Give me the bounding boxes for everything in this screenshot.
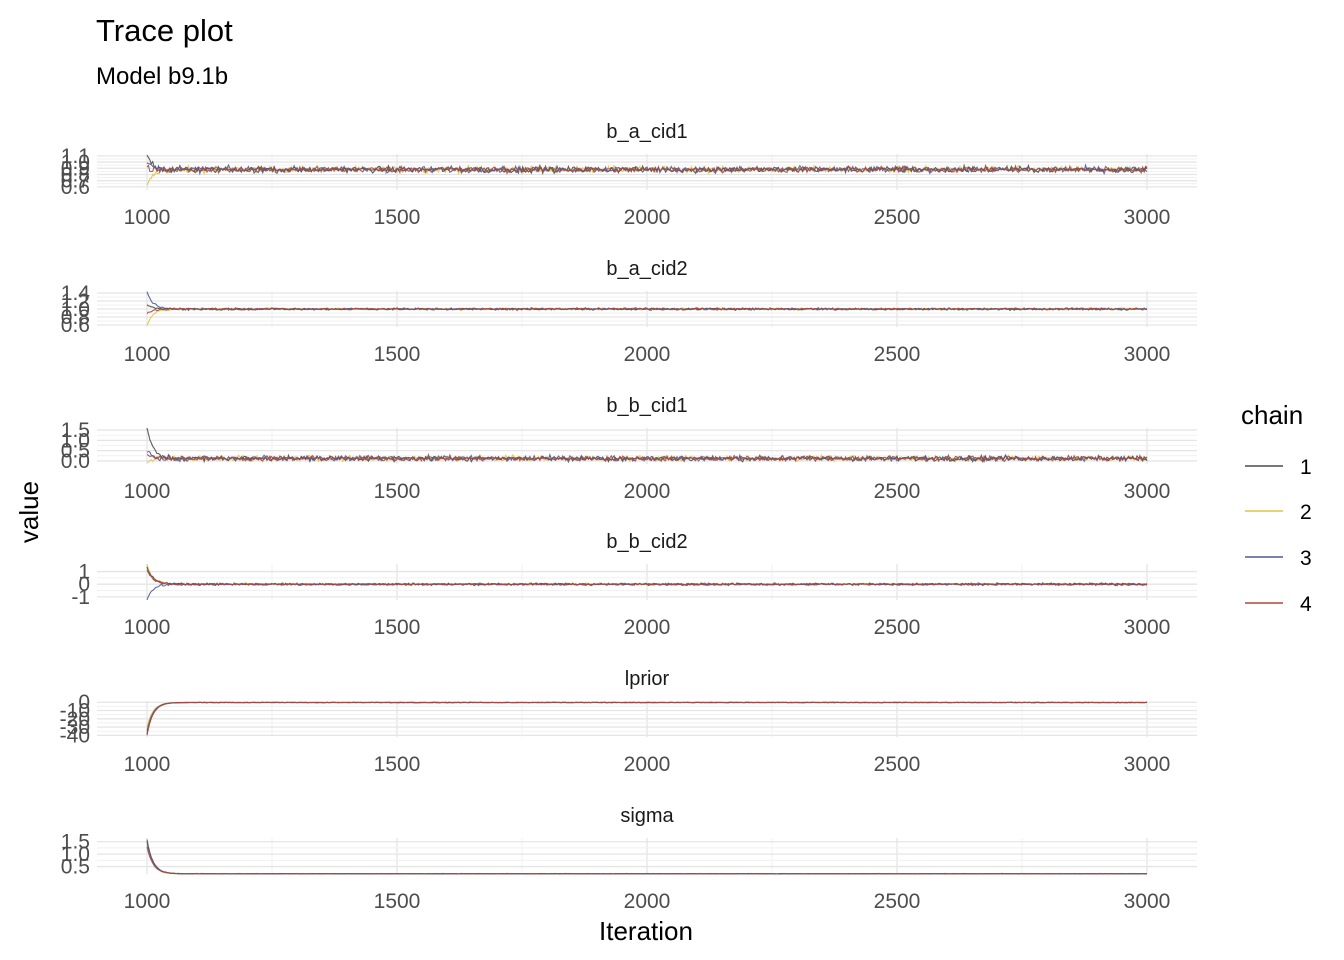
y-tick-label: 1 xyxy=(78,561,90,584)
y-tick-label: 1.0 xyxy=(61,843,90,866)
y-tick-label: 0.5 xyxy=(61,440,90,463)
x-tick-label: 1000 xyxy=(124,480,171,503)
x-tick-label: 2500 xyxy=(874,753,921,776)
x-tick-label: 1000 xyxy=(124,616,171,639)
y-tick-label: 0.6 xyxy=(61,176,90,199)
panel-b_a_cid2: b_a_cid2 1.41.21.00.80.6 1000 1500 2000 2500 3… xyxy=(61,258,1197,366)
y-tick-label: -40 xyxy=(60,724,90,747)
x-tick-label: 2000 xyxy=(624,480,671,503)
y-tick-label: 1.0 xyxy=(61,298,90,321)
panel-strip-label: b_a_cid1 xyxy=(606,121,687,143)
x-tick-label: 1500 xyxy=(374,753,421,776)
x-tick-label: 3000 xyxy=(1124,753,1171,776)
y-tick-label: 1.4 xyxy=(61,282,91,305)
panel-strip-label: b_a_cid2 xyxy=(606,258,687,280)
panel-strip-label: b_b_cid1 xyxy=(606,395,687,417)
panel-b_b_cid2: b_b_cid2 10-1 1000 1500 2000 2500 3000 xyxy=(71,531,1197,639)
x-tick-label: 2500 xyxy=(874,206,921,229)
y-tick-label: 0.6 xyxy=(61,314,90,337)
trace-line-chain-4 xyxy=(146,453,1148,463)
x-tick-label: 1000 xyxy=(124,343,171,366)
panel-lprior: lprior 0-10-20-30-40 1000 1500 2000 2500 3000 xyxy=(60,668,1197,776)
x-tick-label: 2500 xyxy=(874,480,921,503)
x-tick-label: 2000 xyxy=(624,206,671,229)
x-tick-label: 2500 xyxy=(874,616,921,639)
x-tick-label: 3000 xyxy=(1124,480,1171,503)
y-tick-label: 1.0 xyxy=(61,151,90,174)
y-tick-label: 0.8 xyxy=(61,306,90,329)
trace-line-chain-4 xyxy=(146,569,1148,587)
x-tick-label: 1500 xyxy=(374,480,421,503)
y-tick-label: -30 xyxy=(60,716,90,739)
panel-strip-label: b_b_cid2 xyxy=(606,531,687,553)
trace-line-chain-4 xyxy=(146,701,1148,736)
y-tick-label: 1.0 xyxy=(61,429,90,452)
chart-subtitle: Model b9.1b xyxy=(96,63,228,90)
legend: chain 1 2 3 4 xyxy=(1241,400,1312,616)
x-tick-label: 1500 xyxy=(374,343,421,366)
y-tick-label: 0 xyxy=(78,691,90,714)
x-tick-label: 2000 xyxy=(624,616,671,639)
y-tick-label: 0.9 xyxy=(61,157,90,180)
y-tick-label: 0.5 xyxy=(61,856,90,879)
x-tick-label: 2000 xyxy=(624,343,671,366)
x-tick-label: 1000 xyxy=(124,890,171,913)
panel-b_a_cid1: b_a_cid1 1.11.00.90.80.70.6 1000 1500 2000 25… xyxy=(61,121,1197,229)
legend-label-chain-1: 1 xyxy=(1300,456,1312,479)
legend-label-chain-4: 4 xyxy=(1300,593,1312,616)
trace-line-chain-4 xyxy=(146,846,1148,875)
x-tick-label: 3000 xyxy=(1124,616,1171,639)
panel-strip-label: lprior xyxy=(625,668,670,690)
panel-strip-label: sigma xyxy=(620,805,674,827)
x-tick-label: 1000 xyxy=(124,753,171,776)
y-axis-title: value xyxy=(14,481,44,543)
trace-line-chain-4 xyxy=(146,306,1148,314)
y-tick-label: 1.2 xyxy=(61,290,90,313)
y-tick-label: 1.5 xyxy=(61,419,90,442)
y-tick-label: -1 xyxy=(71,586,90,609)
x-tick-label: 2000 xyxy=(624,890,671,913)
y-tick-label: -10 xyxy=(60,700,90,723)
chart-title: Trace plot xyxy=(96,13,233,48)
y-tick-label: 0.8 xyxy=(61,163,90,186)
x-tick-label: 2500 xyxy=(874,343,921,366)
x-tick-label: 1500 xyxy=(374,890,421,913)
x-tick-label: 3000 xyxy=(1124,343,1171,366)
y-tick-label: -20 xyxy=(60,708,90,731)
x-tick-label: 3000 xyxy=(1124,206,1171,229)
x-tick-label: 1500 xyxy=(374,616,421,639)
x-tick-label: 1500 xyxy=(374,206,421,229)
y-tick-label: 0 xyxy=(78,573,90,596)
x-tick-label: 2500 xyxy=(874,890,921,913)
y-tick-label: 0.0 xyxy=(61,450,90,473)
legend-title: chain xyxy=(1241,400,1303,430)
y-tick-label: 1.1 xyxy=(61,145,90,168)
x-axis-title: Iteration xyxy=(599,916,693,946)
trace-line-chain-4 xyxy=(146,163,1148,175)
legend-label-chain-3: 3 xyxy=(1300,547,1312,570)
x-tick-label: 1000 xyxy=(124,206,171,229)
y-tick-label: 1.5 xyxy=(61,831,90,854)
panel-b_b_cid1: b_b_cid1 1.51.00.50.0 1000 1500 2000 2500 3000 xyxy=(61,395,1197,503)
x-tick-label: 3000 xyxy=(1124,890,1171,913)
y-tick-label: 0.7 xyxy=(61,170,90,193)
panel-sigma: sigma 1.51.00.5 1000 1500 2000 2500 3000 xyxy=(61,805,1197,913)
legend-label-chain-2: 2 xyxy=(1300,501,1312,524)
x-tick-label: 2000 xyxy=(624,753,671,776)
